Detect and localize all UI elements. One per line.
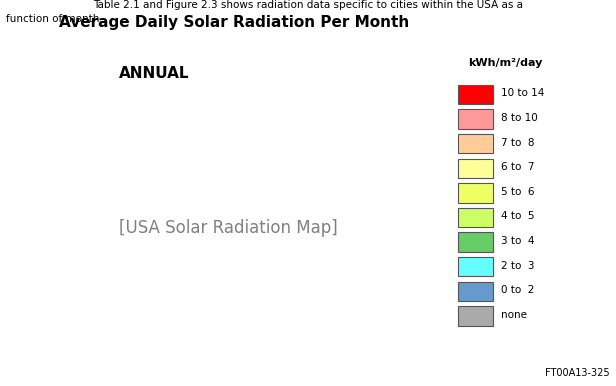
Text: 10 to 14: 10 to 14 [501,88,545,98]
FancyBboxPatch shape [458,281,493,301]
Text: ANNUAL: ANNUAL [119,66,189,81]
FancyBboxPatch shape [458,109,493,129]
FancyBboxPatch shape [458,183,493,203]
Text: function of month: function of month [6,14,100,24]
Text: kWh/m²/day: kWh/m²/day [469,58,543,68]
Text: 7 to  8: 7 to 8 [501,137,535,147]
Text: FT00A13-325: FT00A13-325 [545,368,610,378]
Text: [USA Solar Radiation Map]: [USA Solar Radiation Map] [118,219,338,237]
FancyBboxPatch shape [458,159,493,178]
Text: Table 2.1 and Figure 2.3 shows radiation data specific to cities within the USA : Table 2.1 and Figure 2.3 shows radiation… [93,0,523,10]
Text: 2 to  3: 2 to 3 [501,261,535,271]
FancyBboxPatch shape [458,134,493,154]
FancyBboxPatch shape [458,232,493,252]
Text: 6 to  7: 6 to 7 [501,162,535,172]
Text: 5 to  6: 5 to 6 [501,187,535,197]
FancyBboxPatch shape [458,208,493,227]
FancyBboxPatch shape [458,306,493,326]
Text: 8 to 10: 8 to 10 [501,113,538,123]
Text: 3 to  4: 3 to 4 [501,236,535,246]
FancyBboxPatch shape [458,257,493,276]
Text: 4 to  5: 4 to 5 [501,212,535,222]
FancyBboxPatch shape [458,85,493,104]
Text: Average Daily Solar Radiation Per Month: Average Daily Solar Radiation Per Month [59,15,409,30]
Text: 0 to  2: 0 to 2 [501,285,534,295]
Text: none: none [501,310,527,320]
